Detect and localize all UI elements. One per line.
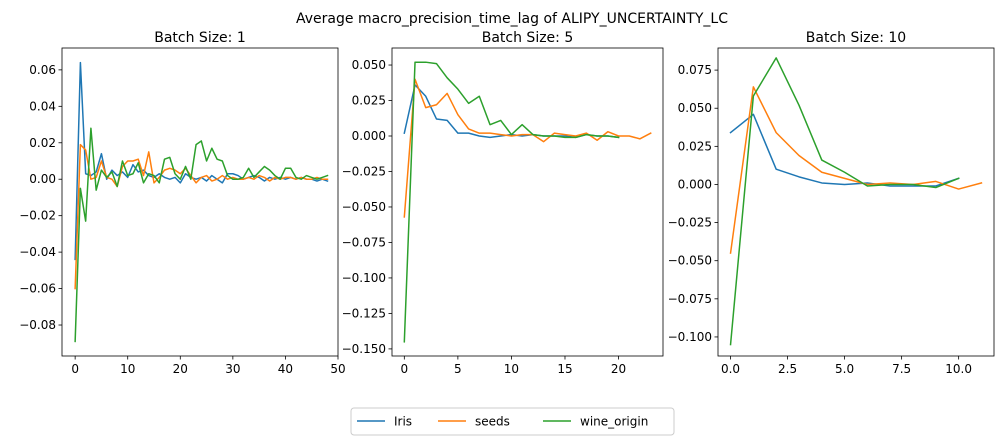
- x-tick-label: 5: [454, 362, 462, 376]
- series-line-wine-origin: [403, 61, 620, 343]
- x-tick-label: 15: [557, 362, 572, 376]
- subplot-1: Batch Size: 1 0 10 20 30 40 50 −0.08 −0.06 −0.04 −…: [19, 30, 345, 376]
- x-tick-label: 20: [173, 362, 188, 376]
- x-tick-label: 2.5: [778, 362, 797, 376]
- y-tick-label: 0.04: [29, 99, 56, 113]
- y-tick-label: 0.000: [352, 129, 386, 143]
- y-tick-label: 0.050: [352, 58, 386, 72]
- subplot-title: Batch Size: 5: [482, 30, 574, 46]
- y-tick-label: 0.075: [678, 63, 712, 77]
- y-tick-label: −0.100: [668, 330, 712, 344]
- subplot-title: Batch Size: 10: [806, 30, 906, 46]
- legend-items: Iris seeds wine_origin: [357, 415, 648, 429]
- figure-suptitle: Average macro_precision_time_lag of ALIP…: [296, 11, 728, 27]
- y-tick-label: 0.025: [678, 139, 712, 153]
- y-tick-label: −0.075: [668, 292, 712, 306]
- y-tick-label: −0.025: [668, 216, 712, 230]
- series-line-wine-origin: [729, 57, 960, 346]
- subplot-title: Batch Size: 1: [154, 30, 246, 46]
- y-tick-label: −0.06: [19, 282, 56, 296]
- legend: Iris seeds wine_origin: [350, 407, 675, 436]
- y-tick-label: −0.075: [342, 235, 386, 249]
- legend-frame: [350, 407, 675, 436]
- x-tick-label: 7.5: [892, 362, 911, 376]
- y-tick-label: −0.02: [19, 209, 56, 223]
- x-tick-label: 0: [71, 362, 79, 376]
- axes-frame: [717, 47, 995, 357]
- y-tick-label: −0.050: [342, 200, 386, 214]
- x-tick-label: 10: [504, 362, 519, 376]
- axes-frame: [391, 47, 664, 357]
- y-tick-label: 0.06: [29, 63, 56, 77]
- y-tick-label: −0.050: [668, 254, 712, 268]
- x-tick-label: 10.0: [945, 362, 972, 376]
- legend-label: wine_origin: [580, 415, 648, 429]
- series-line-wine-origin: [74, 127, 329, 343]
- axes-frame: [61, 47, 339, 357]
- y-tick-label: −0.04: [19, 245, 56, 259]
- x-tick-label: 0: [400, 362, 408, 376]
- x-tick-label: 0.0: [721, 362, 740, 376]
- x-tick-label: 50: [330, 362, 345, 376]
- y-tick-label: 0.00: [29, 172, 56, 186]
- x-tick-label: 5.0: [835, 362, 854, 376]
- y-tick-label: 0.025: [352, 94, 386, 108]
- legend-label: seeds: [475, 415, 510, 429]
- x-tick-label: 10: [120, 362, 135, 376]
- subplot-3: Batch Size: 10 0.0 2.5 5.0 7.5 10.0 −0.100 −0.0…: [668, 30, 995, 376]
- series-line-seeds: [403, 78, 652, 218]
- legend-label: Iris: [394, 415, 412, 429]
- y-tick-label: 0.000: [678, 177, 712, 191]
- x-tick-label: 30: [225, 362, 240, 376]
- y-tick-label: 0.02: [29, 136, 56, 150]
- y-tick-label: −0.100: [342, 271, 386, 285]
- subplot-2: Batch Size: 5 0 5 10 15 20 −0.150 −0.125 −0.100 −…: [342, 30, 664, 376]
- subplots-group: Batch Size: 10 10 20 30 40 50−0.08−0.06−0.04−…: [19, 30, 995, 376]
- y-tick-label: −0.150: [342, 342, 386, 356]
- y-tick-label: −0.125: [342, 306, 386, 320]
- x-tick-label: 40: [278, 362, 293, 376]
- series-line-seeds: [729, 86, 983, 254]
- x-tick-label: 20: [611, 362, 626, 376]
- y-tick-label: −0.025: [342, 164, 386, 178]
- y-tick-label: −0.08: [19, 318, 56, 332]
- y-tick-label: 0.050: [678, 101, 712, 115]
